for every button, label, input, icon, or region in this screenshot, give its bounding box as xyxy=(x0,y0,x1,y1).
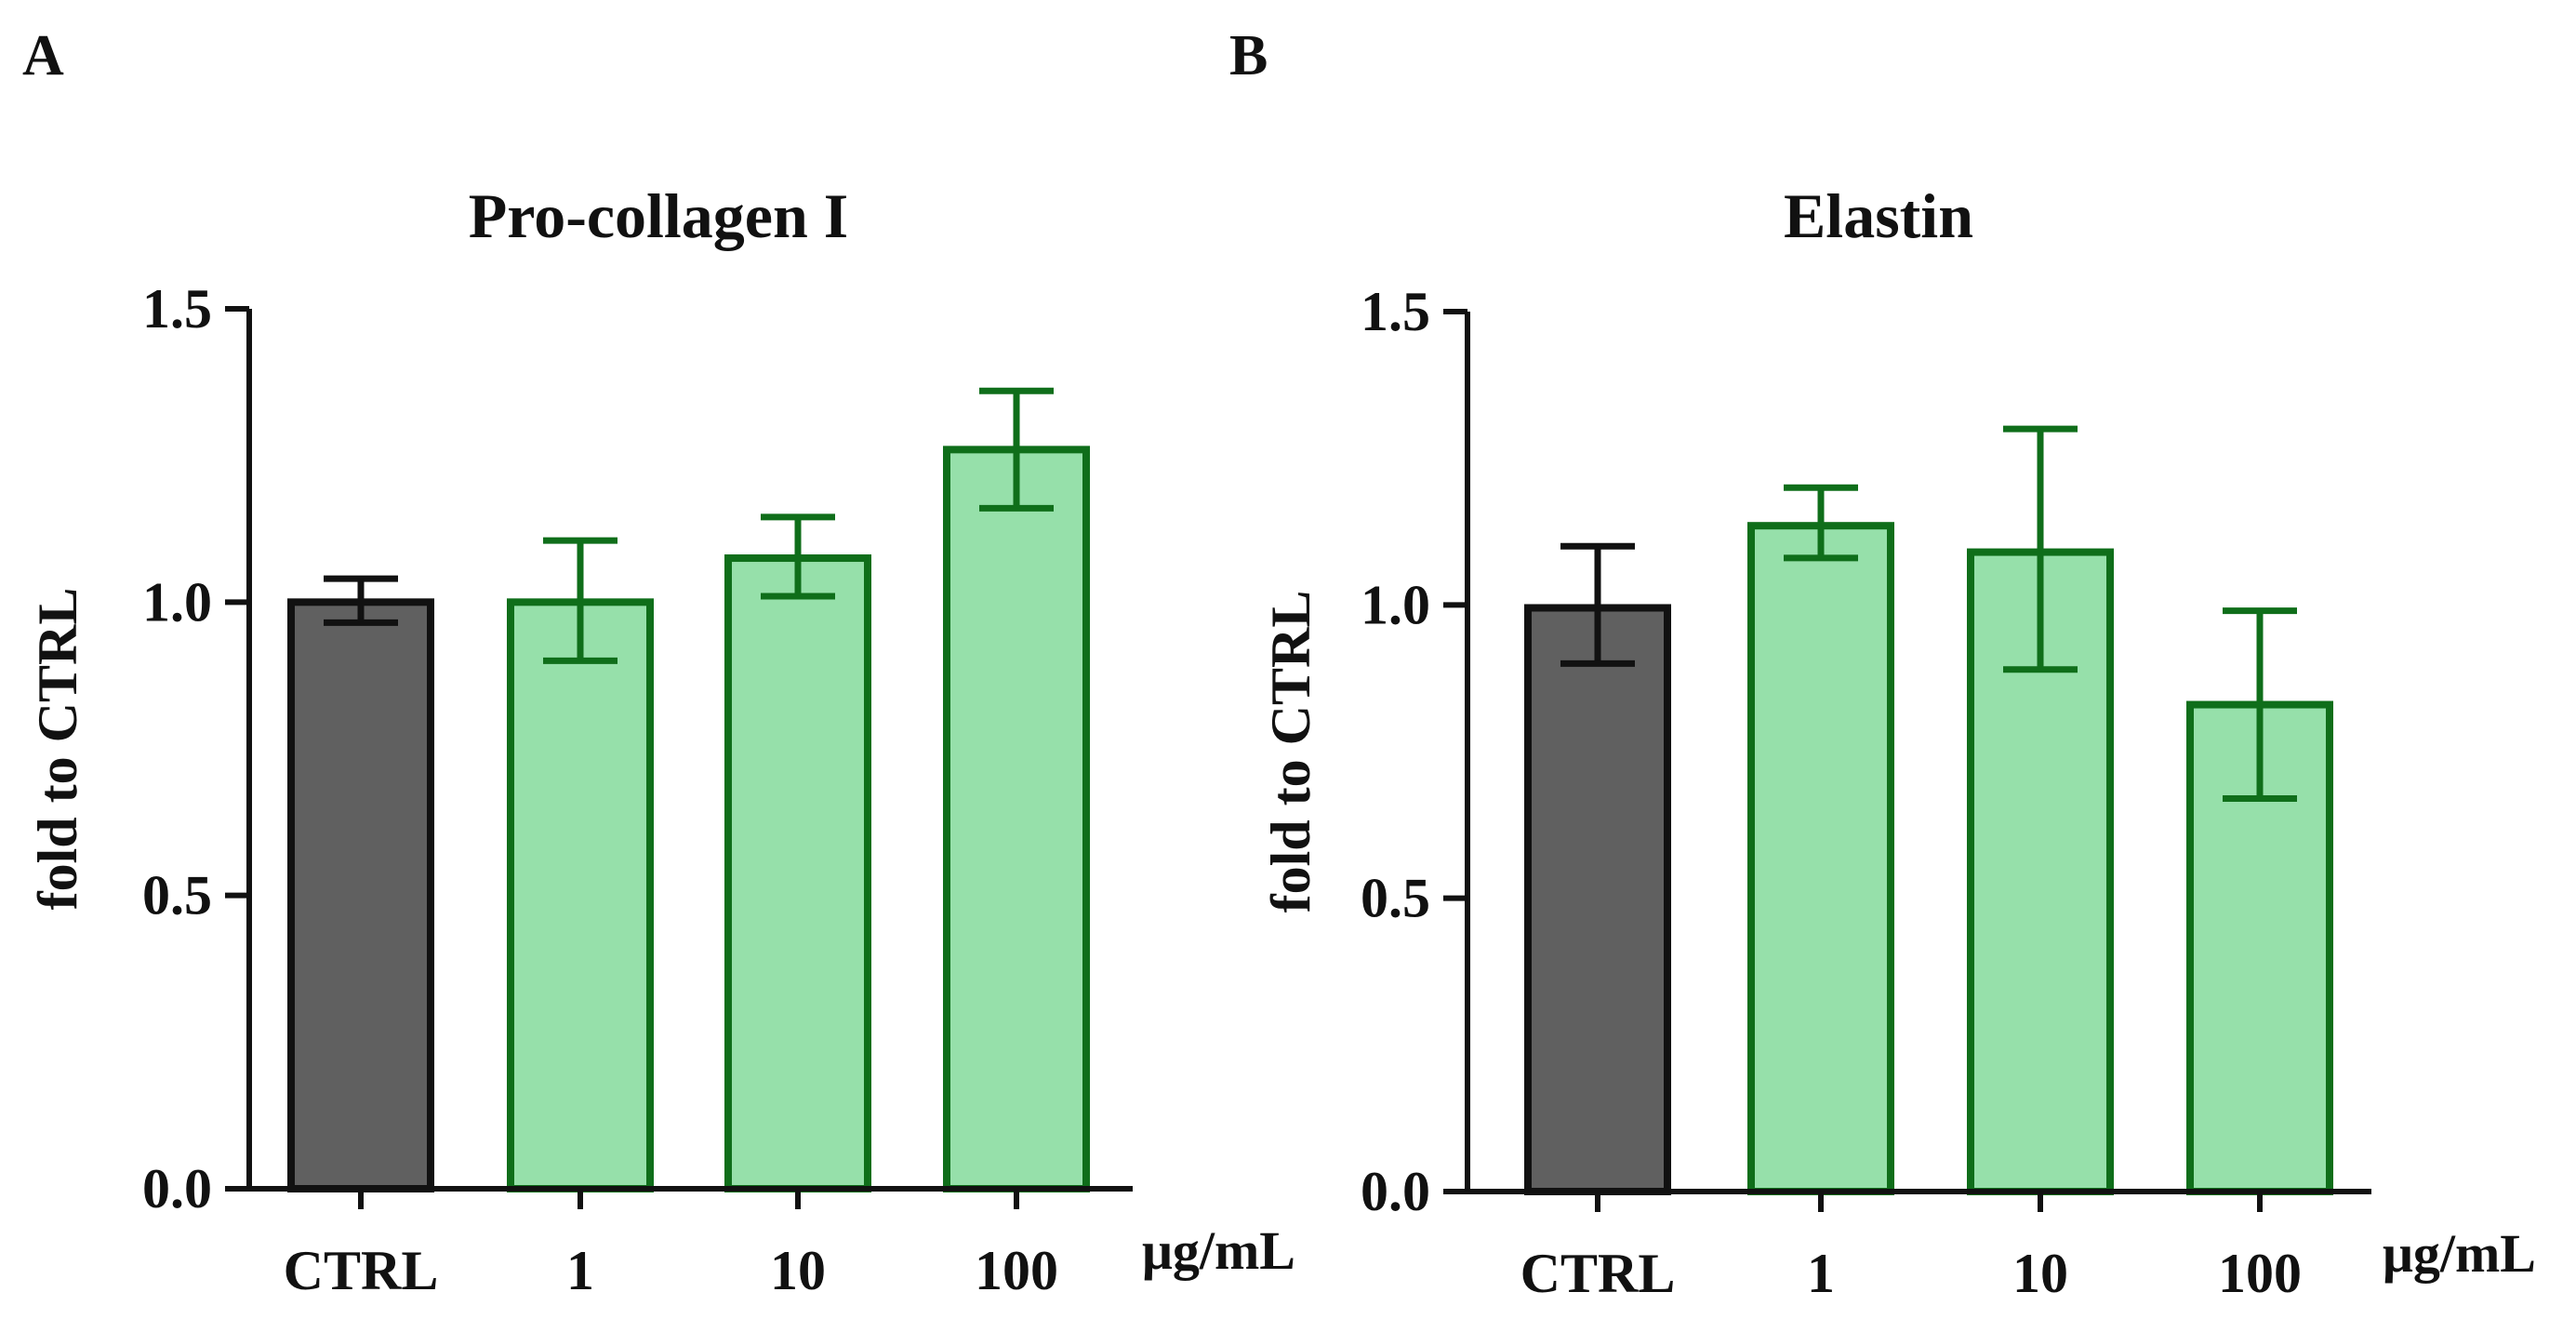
y-axis-label: fold to CTRL xyxy=(27,588,88,911)
panel-letter-a: A xyxy=(22,24,64,87)
y-tick-label: 0.5 xyxy=(1361,868,1430,929)
y-tick-label: 1.5 xyxy=(1361,281,1430,342)
category-label: CTRL xyxy=(1520,1243,1676,1304)
y-tick-label: 1.0 xyxy=(142,571,212,633)
bar-ctrl xyxy=(287,598,434,1192)
bar-ctrl xyxy=(1524,604,1671,1195)
bar-100 xyxy=(943,446,1090,1192)
category-label: 100 xyxy=(975,1240,1058,1301)
category-label: CTRL xyxy=(284,1240,439,1301)
category-label: 1 xyxy=(1807,1243,1835,1304)
category-label: 10 xyxy=(770,1240,826,1301)
bar-10 xyxy=(724,554,871,1192)
chart-title: Pro-collagen I xyxy=(469,180,849,251)
panel-letter-b: B xyxy=(1229,24,1268,87)
category-label: 10 xyxy=(2012,1243,2068,1304)
chart-pro-collagen: Pro-collagen I fold to CTRL CTRL 1 10 100 0.0 0… xyxy=(27,180,1295,1301)
y-tick-label: 0.0 xyxy=(1361,1161,1430,1222)
category-label: 100 xyxy=(2218,1243,2302,1304)
x-unit-label: μg/mL xyxy=(2383,1223,2536,1284)
y-tick-label: 0.0 xyxy=(142,1158,212,1219)
chart-elastin: Elastin fold to CTRL CTRL 1 10 100 0.0 0.5 1.0 1.… xyxy=(1260,180,2536,1304)
chart-title: Elastin xyxy=(1784,180,1973,251)
category-label: 1 xyxy=(566,1240,594,1301)
y-tick-label: 1.5 xyxy=(142,278,212,340)
bar-1 xyxy=(1747,522,1894,1195)
x-unit-label: μg/mL xyxy=(1142,1220,1295,1281)
y-tick-label: 0.5 xyxy=(142,865,212,926)
bar-1 xyxy=(507,598,654,1192)
y-tick-label: 1.0 xyxy=(1361,574,1430,635)
y-axis-label: fold to CTRL xyxy=(1260,591,1321,913)
